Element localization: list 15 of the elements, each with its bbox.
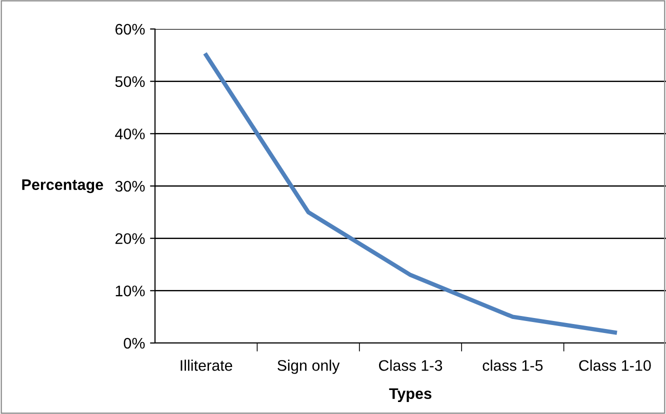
y-tick-label: 0% (124, 338, 145, 349)
x-tick-label: Illiterate (180, 360, 232, 371)
y-tick-label: 40% (115, 128, 145, 140)
y-axis-title: Percentage (22, 179, 104, 194)
x-tick-label: Sign only (278, 360, 340, 374)
y-tick-label: 50% (115, 76, 145, 88)
y-tick-label: 10% (116, 286, 145, 296)
x-tick-label: Class 1-3 (379, 360, 442, 371)
line-series (204, 53, 617, 335)
y-tick-label: 30% (115, 180, 145, 192)
x-tick-label: class 1-5 (482, 360, 543, 371)
y-tick-label: 20% (115, 233, 145, 244)
x-tick-label: Class 1-10 (579, 360, 651, 371)
y-tick-label: 60% (115, 24, 145, 35)
x-axis-title: Types (389, 388, 432, 402)
